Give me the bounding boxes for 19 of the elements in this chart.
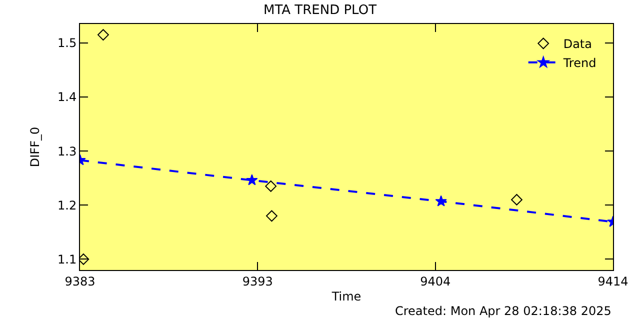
- legend-label: Data: [563, 37, 592, 52]
- x-tick-label: 9393: [242, 274, 273, 288]
- point: [265, 180, 277, 192]
- y-tick-label: 1.1: [58, 252, 77, 266]
- x-tick-label: 9404: [420, 274, 451, 288]
- y-axis-title: DIFF_0: [28, 126, 42, 168]
- y-tick-label: 1.4: [58, 90, 77, 104]
- chart-title: MTA TREND PLOT: [263, 2, 377, 18]
- y-tick-label: 1.2: [58, 198, 77, 212]
- y-tick-label: 1.5: [58, 36, 77, 50]
- x-tick-label: 9383: [64, 274, 96, 288]
- point: [511, 194, 522, 206]
- legend-label: Trend: [562, 56, 596, 70]
- text: Created: Mon Apr 28 02:18:38 2025: [395, 304, 612, 318]
- point: [98, 29, 109, 41]
- x-tick-label: 9414: [598, 274, 628, 288]
- x-axis-title: Time: [330, 289, 362, 304]
- point: [266, 210, 278, 222]
- y-tick-label: 1.3: [58, 144, 77, 158]
